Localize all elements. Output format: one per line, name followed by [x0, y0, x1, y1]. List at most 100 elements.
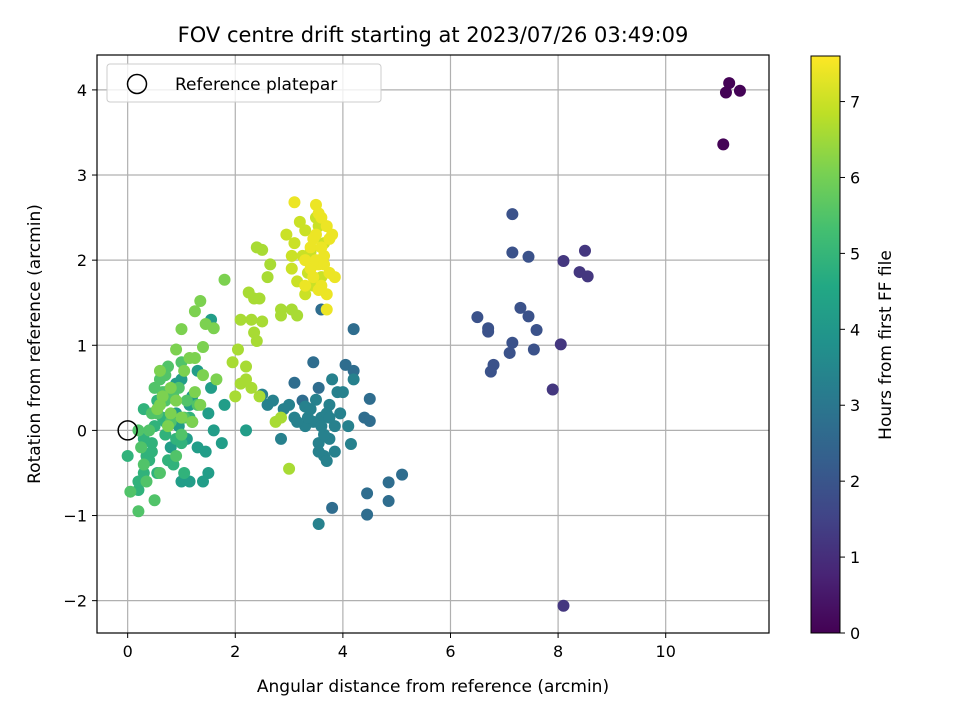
scatter-point — [557, 255, 570, 268]
scatter-point — [288, 237, 301, 250]
scatter-point — [334, 407, 347, 420]
scatter-point — [285, 249, 298, 262]
x-tick-label: 2 — [230, 642, 240, 661]
colorbar-tick-label: 5 — [850, 244, 860, 263]
scatter-point — [733, 84, 746, 97]
scatter-point — [288, 376, 301, 389]
scatter-point — [275, 411, 288, 424]
scatter-point — [336, 386, 349, 399]
y-tick-label: 3 — [77, 166, 87, 185]
scatter-point — [312, 518, 325, 531]
scatter-point — [234, 313, 247, 326]
reference-platepar-marker — [117, 420, 138, 441]
colorbar-tick-label: 1 — [850, 548, 860, 567]
scatter-point — [210, 373, 223, 386]
scatter-point — [291, 309, 304, 322]
colorbar-ticks: 0 1 2 3 4 5 6 7 — [840, 93, 860, 643]
scatter-point — [347, 364, 360, 377]
legend: Reference platepar — [106, 63, 382, 103]
scatter-point — [148, 494, 161, 507]
scatter-point — [503, 346, 516, 359]
scatter-point — [202, 407, 215, 420]
scatter-point — [132, 424, 145, 437]
scatter-point — [205, 381, 218, 394]
scatter-point — [229, 390, 242, 403]
scatter-point — [175, 428, 188, 441]
scatter-point — [231, 343, 244, 356]
scatter-point — [194, 398, 207, 411]
scatter-point — [557, 599, 570, 612]
scatter-point — [264, 258, 277, 271]
scatter-points — [117, 77, 746, 612]
colorbar-tick-label: 6 — [850, 168, 860, 187]
scatter-point — [175, 323, 188, 336]
scatter-point — [240, 373, 253, 386]
scatter-point — [530, 323, 543, 336]
y-tick-label: 2 — [77, 251, 87, 270]
scatter-point — [170, 449, 183, 462]
scatter-point — [218, 273, 231, 286]
scatter-point — [326, 228, 339, 241]
scatter-point — [183, 475, 196, 488]
scatter-point — [175, 411, 188, 424]
scatter-point — [482, 325, 495, 338]
scatter-point — [299, 224, 312, 237]
scatter-point — [137, 458, 150, 471]
scatter-point — [291, 415, 304, 428]
scatter-point — [135, 441, 148, 454]
scatter-point — [382, 476, 395, 489]
scatter-point — [202, 466, 215, 479]
scatter-point — [361, 508, 374, 521]
scatter-point — [194, 295, 207, 308]
scatter-point — [471, 311, 484, 324]
plot-frame — [96, 54, 770, 634]
scatter-point — [153, 364, 166, 377]
scatter-point — [717, 138, 730, 151]
scatter-point — [188, 305, 201, 318]
scatter-point — [347, 323, 360, 336]
scatter-point — [326, 501, 339, 514]
scatter-point — [578, 244, 591, 257]
scatter-point — [253, 292, 266, 305]
scatter-point — [522, 250, 535, 263]
scatter-point — [261, 271, 274, 284]
scatter-point — [328, 445, 341, 458]
colorbar-tick-label: 7 — [850, 93, 860, 112]
scatter-point — [361, 487, 374, 500]
scatter-point — [170, 394, 183, 407]
x-tick-label: 8 — [553, 642, 563, 661]
scatter-point — [312, 381, 325, 394]
scatter-point — [196, 475, 209, 488]
x-tick-label: 0 — [123, 642, 133, 661]
scatter-point — [218, 398, 231, 411]
scatter-point — [240, 424, 253, 437]
colorbar-tick-label: 3 — [850, 396, 860, 415]
scatter-point — [250, 335, 263, 348]
scatter-point — [506, 246, 519, 259]
scatter-point — [256, 315, 269, 328]
scatter-point — [178, 466, 191, 479]
scatter-point — [162, 420, 175, 433]
scatter-point — [312, 445, 325, 458]
scatter-point — [196, 369, 209, 382]
y-tick-label: −2 — [63, 592, 87, 611]
scatter-point — [207, 424, 220, 437]
colorbar-label: Hours from first FF file — [876, 250, 896, 440]
x-tick-label: 6 — [445, 642, 455, 661]
scatter-point — [723, 77, 736, 90]
x-axis-label: Angular distance from reference (arcmin) — [257, 677, 609, 697]
scatter-point — [226, 356, 239, 369]
scatter-point — [175, 437, 188, 450]
chart-title: FOV centre drift starting at 2023/07/26 … — [178, 23, 689, 47]
scatter-point — [320, 455, 333, 468]
scatter-point — [312, 437, 325, 450]
scatter-point — [153, 466, 166, 479]
scatter-point — [196, 340, 209, 353]
scatter-point — [170, 343, 183, 356]
scatter-point — [323, 411, 336, 424]
y-tick-label: 1 — [77, 336, 87, 355]
scatter-point — [309, 393, 322, 406]
scatter-point — [188, 352, 201, 365]
scatter-point — [240, 360, 253, 373]
scatter-point — [215, 437, 228, 450]
